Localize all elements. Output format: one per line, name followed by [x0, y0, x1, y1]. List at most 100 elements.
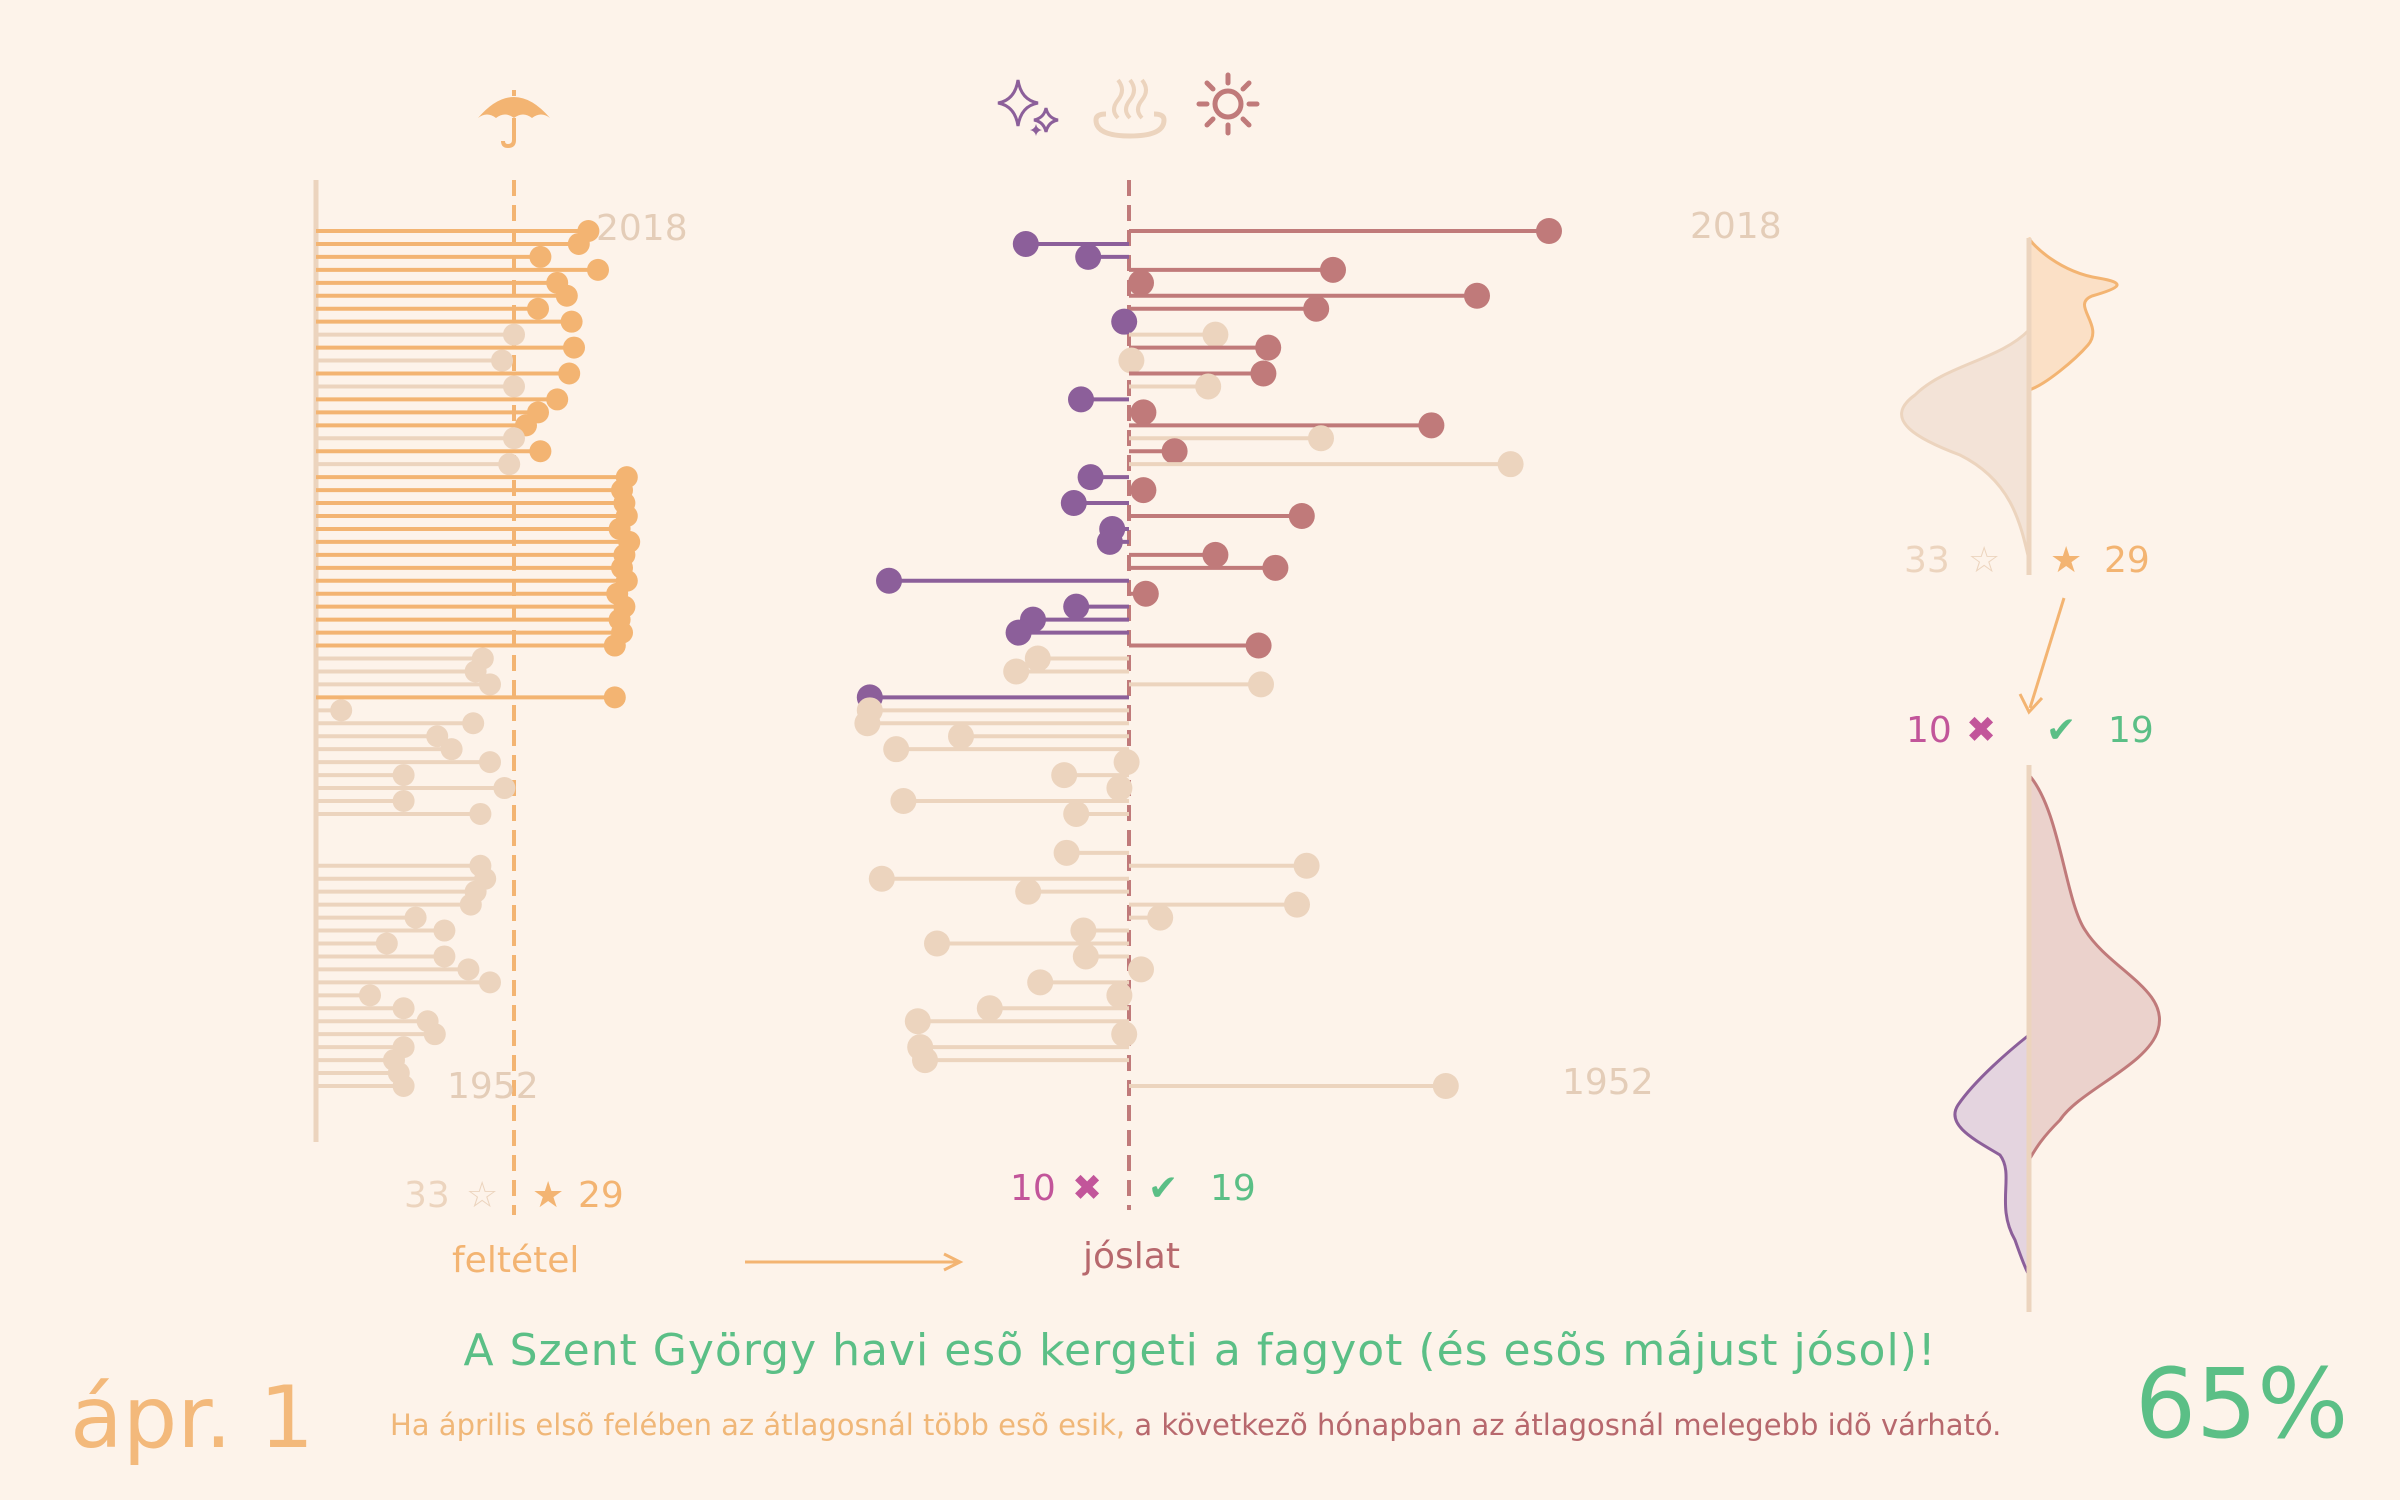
prediction-point	[1248, 671, 1274, 698]
hot-spring-icon	[1093, 78, 1167, 139]
condition-point	[464, 660, 487, 683]
condition-point	[493, 777, 516, 800]
condition-point	[433, 919, 456, 942]
prediction-point	[1024, 645, 1051, 672]
dist-star-icon: ★	[2050, 540, 2083, 581]
subtitle-condition: Ha április elsõ felében az átlagosnál tö…	[390, 1408, 1126, 1442]
dist-cross-icon: ✖	[1966, 710, 1997, 751]
prediction-point	[1077, 464, 1104, 491]
cross-icon: ✖	[1072, 1168, 1103, 1209]
prediction-year-bottom-label: 1952	[1562, 1062, 1654, 1103]
condition-point	[426, 725, 449, 748]
prediction-point	[1303, 295, 1330, 322]
prediction-point	[1118, 347, 1145, 374]
prediction-point	[1111, 1021, 1138, 1048]
prediction-point	[1068, 386, 1094, 413]
prediction-point	[1051, 762, 1078, 789]
subtitle-prediction: a következõ hónapban az átlagosnál meleg…	[1134, 1408, 2002, 1442]
prediction-point	[924, 930, 950, 957]
condition-point	[527, 297, 549, 320]
prediction-point	[1113, 749, 1140, 776]
umbrella-icon	[478, 90, 550, 148]
condition-point	[459, 893, 482, 916]
prediction-point	[1320, 256, 1346, 283]
condition-point	[433, 945, 456, 968]
flow-arrow-head	[943, 1252, 964, 1272]
prediction-point	[1250, 360, 1277, 387]
condition-point	[392, 997, 415, 1020]
prediction-point	[1497, 451, 1524, 478]
headline: A Szent György havi esõ kergeti a fagyot…	[463, 1325, 1937, 1376]
star-outline-icon: ☆	[466, 1175, 499, 1216]
prediction-point	[1161, 438, 1188, 465]
prediction-point	[1106, 982, 1133, 1009]
prediction-point	[1288, 503, 1315, 529]
prediction-point	[1293, 852, 1320, 879]
prediction-point	[904, 1008, 931, 1035]
condition-point	[567, 232, 590, 255]
condition-met-density	[2027, 237, 2119, 393]
condition-not-met-count: 33	[404, 1175, 450, 1216]
prediction-point	[1202, 321, 1229, 348]
prediction-point	[1255, 334, 1282, 361]
condition-point	[555, 284, 578, 307]
prediction-point	[876, 567, 902, 594]
condition-point	[392, 790, 415, 812]
check-icon: ✔	[1148, 1168, 1179, 1209]
prediction-point	[1202, 541, 1229, 568]
condition-point	[440, 738, 463, 761]
condition-point	[479, 971, 501, 994]
prediction-point	[1027, 969, 1054, 996]
prediction-point	[868, 865, 895, 892]
condition-point	[404, 906, 427, 929]
condition-point	[498, 453, 521, 476]
condition-point	[359, 984, 381, 1007]
condition-lollipop-chart	[313, 180, 641, 1215]
prediction-point	[1262, 554, 1289, 581]
condition-point	[375, 932, 398, 955]
condition-point	[558, 362, 581, 385]
dist-check-icon: ✔	[2046, 710, 2077, 751]
dist-correct-count: 19	[2108, 710, 2154, 751]
condition-point	[587, 258, 609, 281]
date-label: ápr. 1	[70, 1368, 315, 1468]
condition-year-bottom-label: 1952	[447, 1066, 539, 1107]
prediction-point	[1015, 878, 1042, 905]
condition-point	[491, 349, 513, 372]
prediction-point	[1130, 399, 1157, 426]
dist-condition-not-met-count: 33	[1904, 540, 1950, 581]
dist-condition-met-count: 29	[2104, 540, 2150, 581]
prediction-point	[1072, 943, 1099, 970]
prediction-point	[1053, 839, 1080, 866]
prediction-point	[1063, 800, 1090, 827]
prediction-point	[1418, 412, 1445, 439]
prediction-point	[1075, 243, 1102, 270]
prediction-lollipop-chart	[745, 180, 1562, 1272]
prediction-point	[1012, 230, 1039, 257]
prediction-point	[976, 995, 1003, 1022]
prediction-point	[1111, 308, 1138, 335]
prediction-point	[1005, 619, 1032, 646]
condition-point	[392, 1075, 415, 1097]
prediction-point	[1132, 580, 1159, 607]
prediction-point	[1245, 632, 1272, 659]
prediction-point	[1060, 490, 1087, 517]
wrong-count: 10	[1010, 1168, 1056, 1209]
prediction-point	[1003, 658, 1030, 685]
prediction-point	[1096, 528, 1123, 555]
prediction-point	[854, 710, 881, 737]
prediction-point	[1128, 269, 1154, 296]
dist-flow-arrow-line	[2028, 597, 2066, 709]
prediction-point	[1070, 917, 1097, 944]
prediction-point	[1147, 904, 1174, 931]
correct-prediction-density	[2027, 771, 2162, 1166]
condition-point	[392, 764, 415, 787]
condition-axis-label: feltétel	[452, 1240, 580, 1281]
condition-point	[546, 388, 569, 411]
condition-point	[503, 375, 525, 398]
condition-point	[469, 802, 492, 825]
prediction-point	[890, 788, 917, 814]
prediction-point	[883, 736, 910, 763]
dist-wrong-count: 10	[1906, 710, 1952, 751]
